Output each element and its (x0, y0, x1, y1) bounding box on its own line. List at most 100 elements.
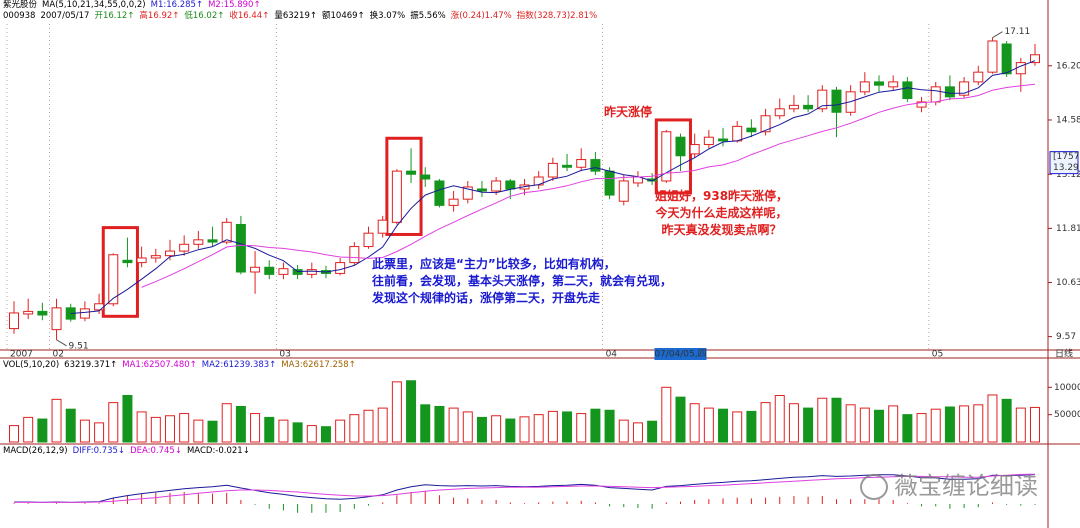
y-tick-label: 13.12 (1056, 170, 1080, 180)
price-header: 紫光股份 MA(5,10,21,34,55,0,0,2) M1:16.285↑ M2:… (3, 0, 266, 11)
annotation-line: 昨天真没发现卖点啊？ (661, 223, 782, 237)
candle-body (916, 101, 927, 108)
candle-body (349, 246, 360, 264)
candle-body (221, 221, 232, 243)
candle-body (363, 232, 374, 248)
x-tick-label: 03 (279, 350, 290, 360)
volume-bar (732, 411, 743, 443)
candle-body (94, 303, 105, 311)
header-item: 量63219↑ (274, 11, 317, 21)
annotation-line: 昨天涨停 (604, 105, 653, 119)
candle-body (462, 186, 473, 200)
volume-bar (264, 416, 275, 443)
volume-bar (37, 418, 48, 443)
y-tick-label: 16.20 (1056, 61, 1080, 71)
candle-body (179, 243, 190, 252)
period-label: 日线 (1055, 348, 1073, 360)
volume-bar (874, 409, 885, 443)
volume-bar (377, 407, 388, 443)
volume-bar (774, 395, 785, 443)
candle-body (732, 125, 743, 142)
volume-bar (292, 422, 303, 443)
header-item: 高16.92↑ (139, 11, 180, 21)
extreme-label: 17.11 (1004, 27, 1030, 37)
volume-bar (278, 419, 289, 443)
volume-bar (718, 408, 729, 443)
candle-body (604, 170, 615, 196)
volume-bar (221, 403, 232, 443)
volume-bar (79, 419, 90, 443)
volume-bar (1001, 398, 1012, 443)
candle-body (292, 269, 303, 275)
y-tick-label: 50000 (1054, 410, 1080, 420)
candle-body (973, 71, 984, 83)
candle-body (420, 174, 431, 180)
watermark-text: 薇宝缠论细读 (894, 472, 1038, 500)
header-item: 紫光股份 (3, 0, 38, 10)
header-item: MACD(26,12,9) (3, 446, 68, 456)
x-tick-label: 2007 (10, 350, 33, 360)
ma-line (141, 83, 1036, 288)
volume-bar (803, 407, 814, 443)
volume-bar (1030, 406, 1040, 443)
volume-bar (675, 396, 686, 443)
y-tick-label: 100000 (1054, 383, 1080, 393)
ma-line (70, 60, 1036, 314)
candle-body (944, 86, 955, 98)
candle-body (193, 239, 204, 245)
volume-bar (349, 414, 360, 443)
candle-body (51, 307, 62, 331)
candle-body (1030, 54, 1040, 64)
header-item: 开16.12↑ (94, 11, 135, 21)
cursor-box (1049, 151, 1079, 175)
volume-bar (519, 416, 530, 443)
candle-body (902, 81, 913, 100)
volume-bar (618, 419, 629, 443)
volume-bar (462, 411, 473, 443)
volume-bar (505, 418, 516, 443)
candle-body (391, 170, 402, 223)
volume-bar (434, 405, 445, 443)
candle-body (476, 188, 487, 192)
volume-bar (335, 419, 346, 443)
x-tick-label: 04 (606, 350, 618, 360)
candle-body (746, 127, 757, 133)
candle-body (1001, 43, 1012, 75)
candle-body (164, 250, 175, 257)
volume-bar (590, 408, 601, 443)
volume-bar (94, 422, 105, 443)
candle-body (505, 180, 516, 190)
volume-bar (363, 409, 374, 443)
volume-bar (179, 413, 190, 443)
volume-bar (760, 402, 771, 443)
x-tick-label: 05 (932, 350, 943, 360)
header-item: DIFF:0.735↓ (72, 446, 126, 456)
volume-bar (604, 409, 615, 443)
candle-body (108, 254, 119, 305)
volume-bar (193, 419, 204, 443)
volume-bar (420, 404, 431, 443)
volume-header: VOL(5,10,20) 63219.371↑ MA1:62507.480↑ MA2:… (3, 360, 361, 371)
header-item: MA1:62507.480↑ (122, 360, 197, 370)
volume-bar (207, 420, 218, 443)
volume-bar (391, 381, 402, 443)
annotation-line: 此票里，应该是“主力”比较多，比如有机构， (372, 257, 616, 271)
y-tick-label: 14.58 (1056, 115, 1080, 125)
extreme-label: 9.51 (69, 341, 89, 351)
candle-body (335, 262, 346, 274)
volume-bar (547, 410, 558, 443)
y-tick-label: 9.57 (1056, 332, 1076, 342)
volume-bar (703, 407, 714, 443)
volume-bar (1015, 407, 1026, 443)
candle-body (23, 310, 34, 315)
volume-bar (930, 408, 941, 443)
volume-bar (944, 406, 955, 443)
volume-bar (788, 403, 799, 443)
header-item: 000938 (3, 11, 36, 21)
y-tick-label: 11.81 (1056, 224, 1080, 234)
candle-body (306, 269, 317, 275)
volume-bar (817, 397, 828, 443)
candle-body (79, 308, 90, 319)
